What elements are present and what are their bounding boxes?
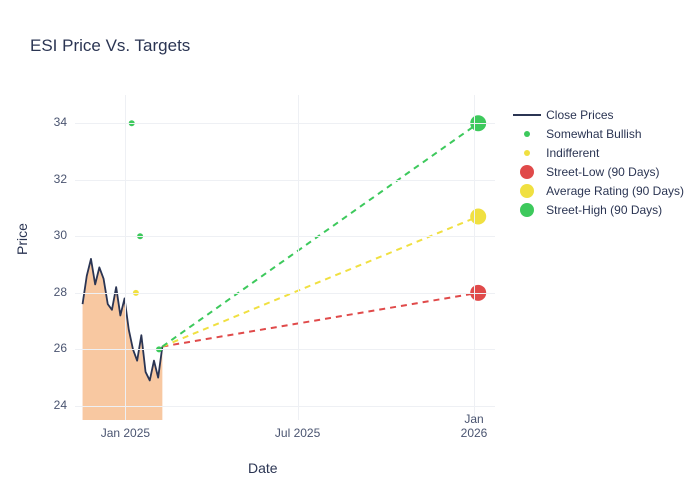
legend-swatch [512,203,542,217]
legend-line-swatch [513,114,541,116]
gridline-v [474,95,475,420]
legend-label: Somewhat Bullish [546,127,641,141]
y-tick: 26 [37,341,67,355]
projection-line [162,123,478,346]
y-tick: 32 [37,172,67,186]
legend-label: Street-Low (90 Days) [546,165,659,179]
target-point [470,209,486,225]
y-axis-label: Price [14,223,30,255]
plot-area: 242628303234Jan 2025Jul 2025Jan 2026 [75,95,495,420]
legend-swatch [512,150,542,156]
legend-item: Close Prices [512,105,684,124]
legend-dot-icon [520,203,534,217]
legend-swatch [512,165,542,179]
x-tick: Jan 2026 [461,412,488,440]
legend: Close Prices Somewhat Bullish Indifferent S… [512,105,684,219]
legend-dot-icon [520,184,534,198]
gridline-h [75,406,495,407]
projection-line [162,293,478,347]
gridline-h [75,236,495,237]
x-axis-label: Date [248,460,278,476]
gridline-v [298,95,299,420]
gridline-h [75,349,495,350]
y-tick: 24 [37,398,67,412]
y-tick: 34 [37,115,67,129]
legend-label: Street-High (90 Days) [546,203,662,217]
plot-svg [75,95,495,420]
x-tick: Jan 2025 [101,426,150,440]
legend-item: Street-Low (90 Days) [512,162,684,181]
gridline-h [75,293,495,294]
legend-dot-icon [524,131,530,137]
chart-title: ESI Price Vs. Targets [30,36,190,56]
legend-item: Somewhat Bullish [512,124,684,143]
legend-swatch [512,131,542,137]
legend-dot-icon [524,150,530,156]
legend-item: Street-High (90 Days) [512,200,684,219]
y-tick: 30 [37,228,67,242]
legend-label: Close Prices [546,108,613,122]
x-tick: Jul 2025 [275,426,320,440]
gridline-h [75,180,495,181]
legend-item: Indifferent [512,143,684,162]
y-tick: 28 [37,285,67,299]
legend-item: Average Rating (90 Days) [512,181,684,200]
legend-label: Indifferent [546,146,599,160]
gridline-h [75,123,495,124]
legend-label: Average Rating (90 Days) [546,184,684,198]
legend-swatch [512,184,542,198]
legend-dot-icon [520,165,534,179]
gridline-v [125,95,126,420]
legend-swatch [512,114,542,116]
